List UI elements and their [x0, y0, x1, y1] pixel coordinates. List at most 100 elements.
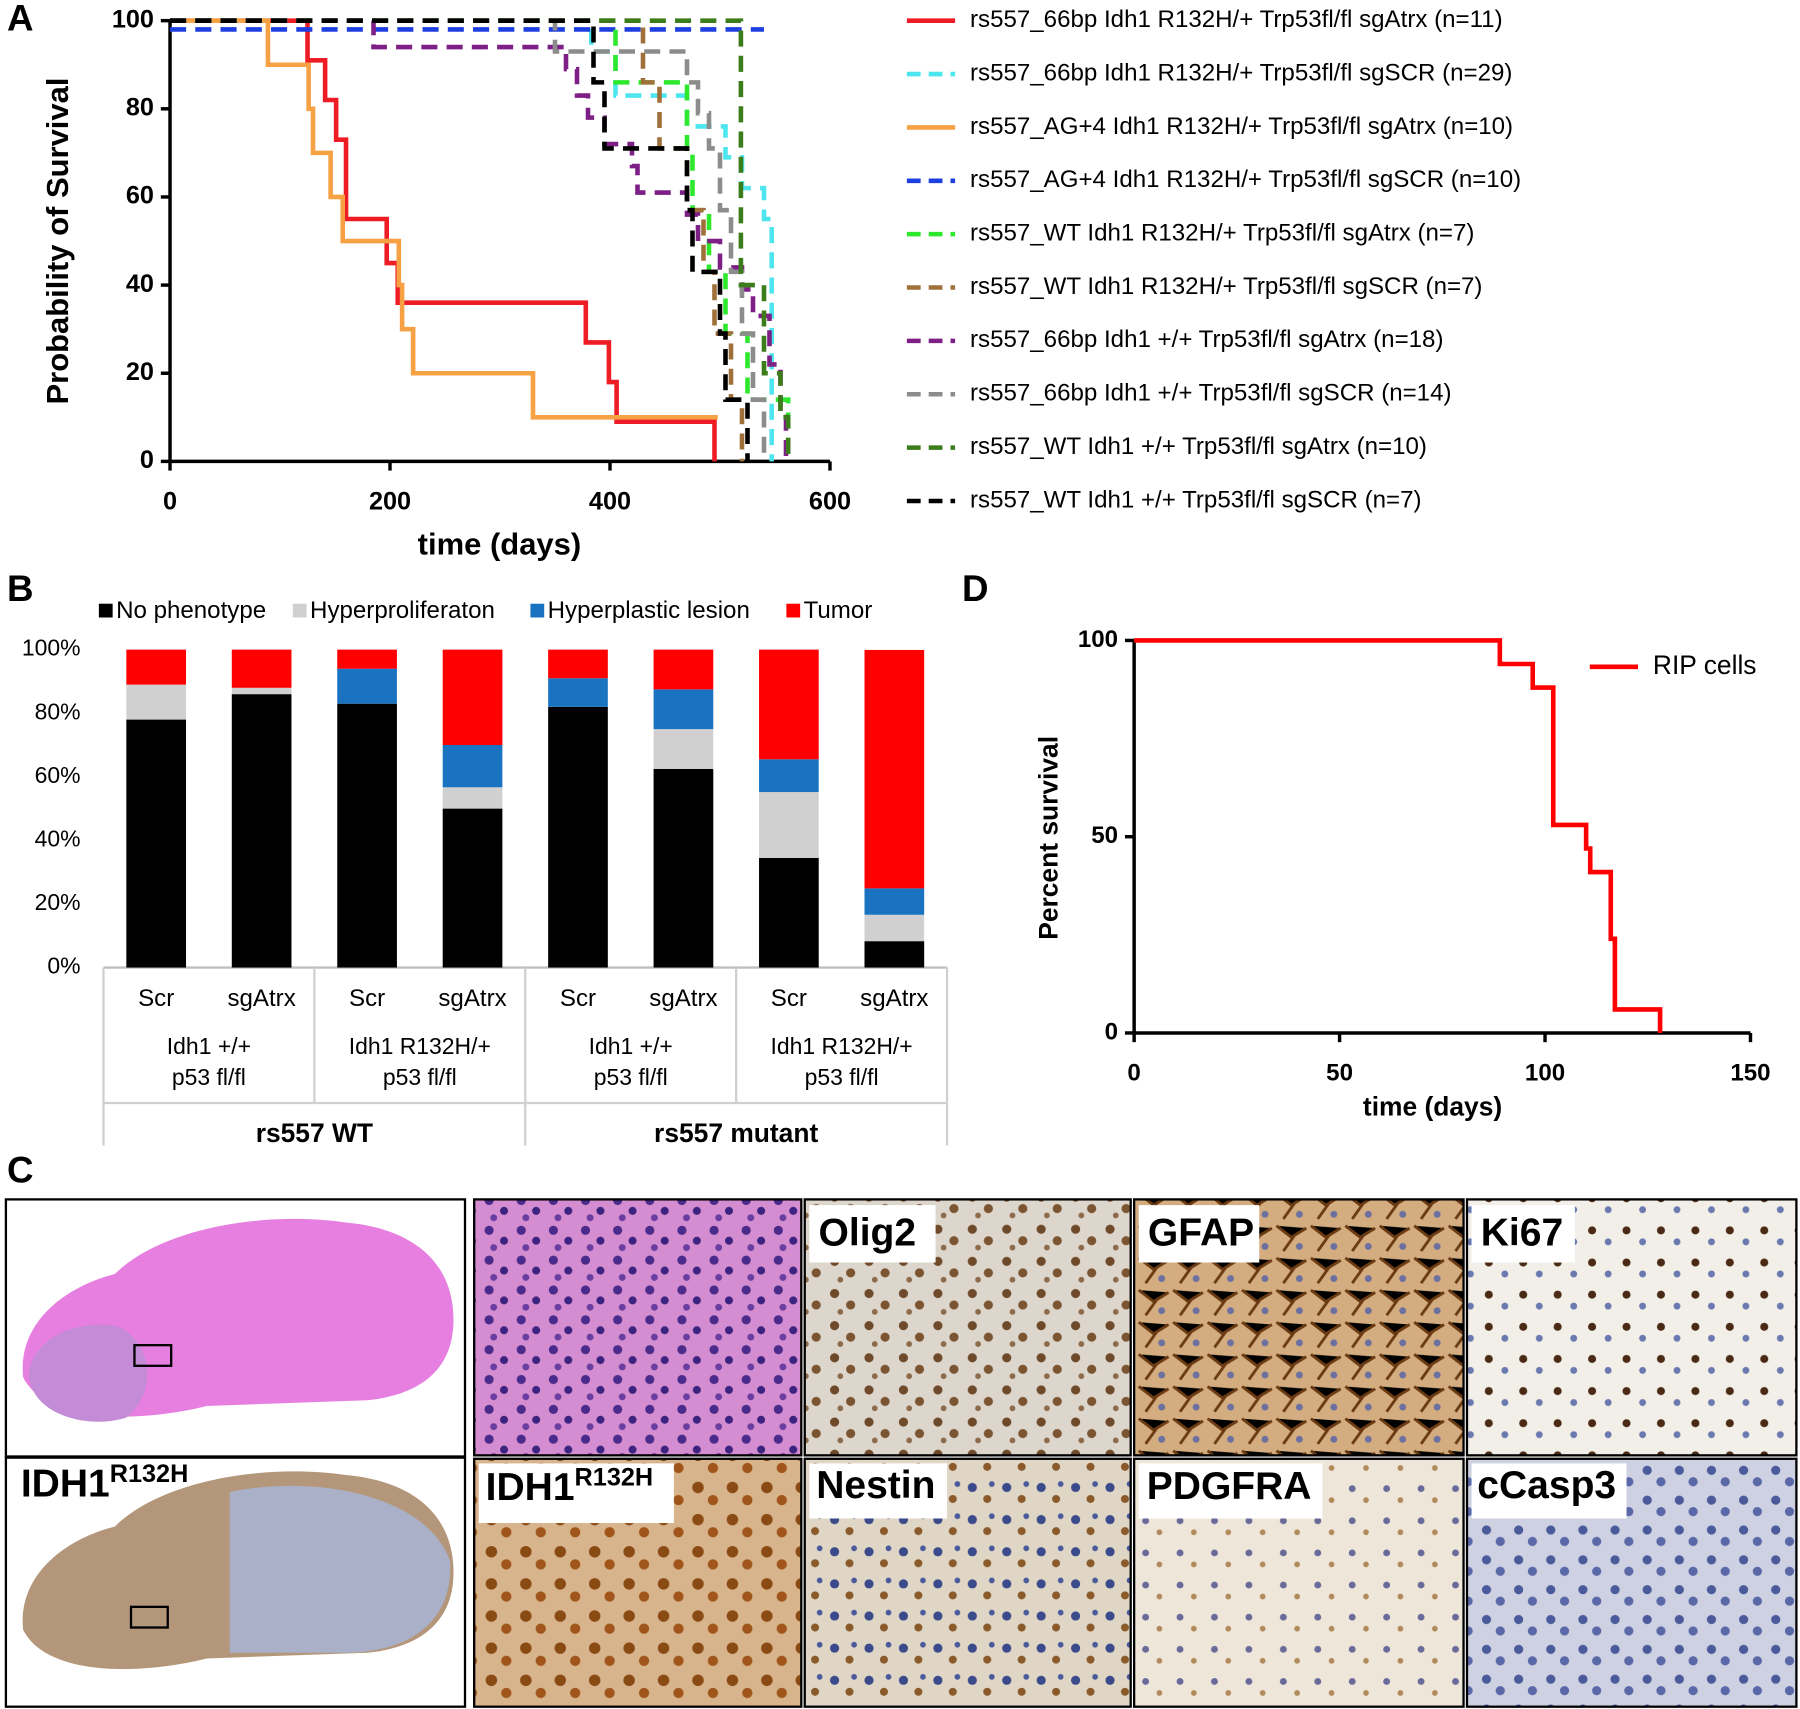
x-tick-label: sgAtrx — [438, 985, 506, 1012]
survival-curve — [170, 18, 791, 462]
legend-label: rs557_66bp Idh1 R132H/+ Trp53fl/fl sgAtr… — [970, 6, 1503, 33]
group-label: p53 fl/fl — [805, 1064, 879, 1090]
stain-label: IDH1R132H — [486, 1463, 653, 1509]
legend-label: Hyperplastic lesion — [548, 597, 750, 624]
nestin-tile — [803, 1457, 1132, 1708]
legend-swatch — [292, 603, 307, 618]
y-tick-label: 100 — [112, 5, 154, 33]
panel-letter: D — [962, 568, 989, 609]
legend-label: rs557_WT Idh1 +/+ Trp53fl/fl sgSCR (n=7) — [970, 486, 1422, 513]
bar-segment — [653, 689, 714, 730]
panel-letter: A — [7, 0, 34, 38]
x-tick-label: 100 — [1525, 1060, 1565, 1087]
stain-label-base: IDH1 — [21, 1463, 110, 1506]
x-axis-label: time (days) — [1363, 1092, 1502, 1122]
bar-segment — [759, 792, 819, 858]
survival-curve — [170, 18, 750, 462]
brain-he-tumor — [28, 1324, 148, 1422]
bar-segment — [126, 684, 187, 720]
y-axis-label: Percent survival — [1033, 736, 1063, 940]
x-tick-label: sgAtrx — [860, 985, 928, 1012]
y-axis-label: Probability of Survival — [40, 78, 75, 405]
survival-curve — [1134, 638, 1663, 1033]
stain-label: Ki67 — [1481, 1211, 1563, 1254]
group-label: p53 fl/fl — [172, 1064, 246, 1090]
x-tick-label: Scr — [138, 985, 174, 1012]
legend-label: rs557_WT Idh1 R132H/+ Trp53fl/fl sgSCR (… — [970, 273, 1482, 300]
stain-label-sup: R132H — [110, 1460, 189, 1488]
y-tick-label: 60 — [126, 182, 154, 210]
bar-segment — [864, 649, 925, 889]
bar-segment — [653, 649, 714, 690]
stain-label: IDH1R132H — [21, 1460, 189, 1506]
y-tick-label: 20% — [35, 889, 81, 915]
survival-curve — [170, 18, 717, 462]
bar-segment — [337, 703, 397, 968]
legend-label: No phenotype — [116, 597, 266, 624]
x-tick-label: 400 — [589, 487, 631, 515]
supergroup-label: rs557 mutant — [654, 1118, 818, 1148]
y-tick-label: 0 — [140, 446, 154, 474]
histology-panel: C IDH1R132H Olig2 GFAP Ki67 IDH1R132H Ne… — [4, 1150, 1798, 1708]
group-label: Idh1 R132H/+ — [771, 1033, 913, 1059]
label-bg — [1138, 1463, 1323, 1519]
survival-curve — [170, 18, 745, 462]
legend-label: rs557_WT Idh1 +/+ Trp53fl/fl sgAtrx (n=1… — [970, 433, 1427, 460]
bar-segment — [653, 729, 714, 769]
x-tick-label: 200 — [369, 487, 411, 515]
label-bg — [809, 1463, 948, 1519]
bar-segment — [548, 678, 608, 707]
bar-segment — [442, 745, 503, 788]
legend-swatch — [786, 603, 801, 618]
y-tick-label: 40% — [35, 825, 81, 851]
group-label: Idh1 +/+ — [167, 1033, 251, 1059]
bar-segment — [231, 687, 292, 695]
bar-segment — [759, 649, 819, 760]
he-tile — [473, 1198, 803, 1457]
bar-segment — [231, 649, 292, 688]
y-tick-label: 80% — [35, 698, 81, 724]
x-tick-label: 0 — [163, 487, 177, 515]
stain-label: Olig2 — [819, 1211, 917, 1254]
stain-label: GFAP — [1148, 1211, 1254, 1254]
x-tick-label: 0 — [1127, 1060, 1140, 1087]
bar-segment — [759, 759, 819, 793]
zoom-box — [129, 1605, 169, 1629]
y-tick-label: 40 — [126, 270, 154, 298]
x-tick-label: sgAtrx — [227, 985, 295, 1012]
bar-segment — [231, 694, 292, 968]
bar-segment — [126, 649, 187, 685]
x-tick-label: Scr — [771, 985, 807, 1012]
panel-letter: B — [7, 568, 34, 609]
x-axis-label: time (days) — [418, 527, 582, 562]
legend-label: rs557_66bp Idh1 R132H/+ Trp53fl/fl sgSCR… — [970, 59, 1512, 86]
y-tick-label: 100% — [22, 635, 81, 661]
bar-segment — [864, 914, 925, 942]
survival-curve — [170, 18, 774, 462]
survival-curve — [170, 18, 767, 462]
zoom-box — [133, 1344, 173, 1367]
y-tick-label: 0% — [47, 953, 80, 979]
x-tick-label: Scr — [349, 985, 385, 1012]
stain-label-base: IDH1 — [486, 1466, 575, 1509]
legend-label: Hyperproliferaton — [310, 597, 495, 624]
bar-segment — [442, 649, 503, 746]
stain-label: PDGFRA — [1147, 1465, 1312, 1508]
label-bg — [478, 1463, 674, 1524]
legend-swatch — [98, 603, 113, 618]
legend-label: rs557_AG+4 Idh1 R132H/+ Trp53fl/fl sgAtr… — [970, 113, 1513, 140]
survival-curve — [170, 18, 718, 420]
bar-segment — [653, 768, 714, 968]
legend-label: rs557_AG+4 Idh1 R132H/+ Trp53fl/fl sgSCR… — [970, 166, 1521, 193]
supergroup-label: rs557 WT — [256, 1118, 373, 1148]
legend-label: Tumor — [804, 597, 873, 624]
bar-segment — [337, 649, 397, 669]
label-bg — [809, 1205, 936, 1263]
label-bg — [1138, 1205, 1260, 1263]
x-tick-label: 50 — [1326, 1060, 1353, 1087]
survival-curve — [170, 18, 791, 462]
y-tick-label: 60% — [35, 762, 81, 788]
bar-segment — [548, 649, 608, 679]
